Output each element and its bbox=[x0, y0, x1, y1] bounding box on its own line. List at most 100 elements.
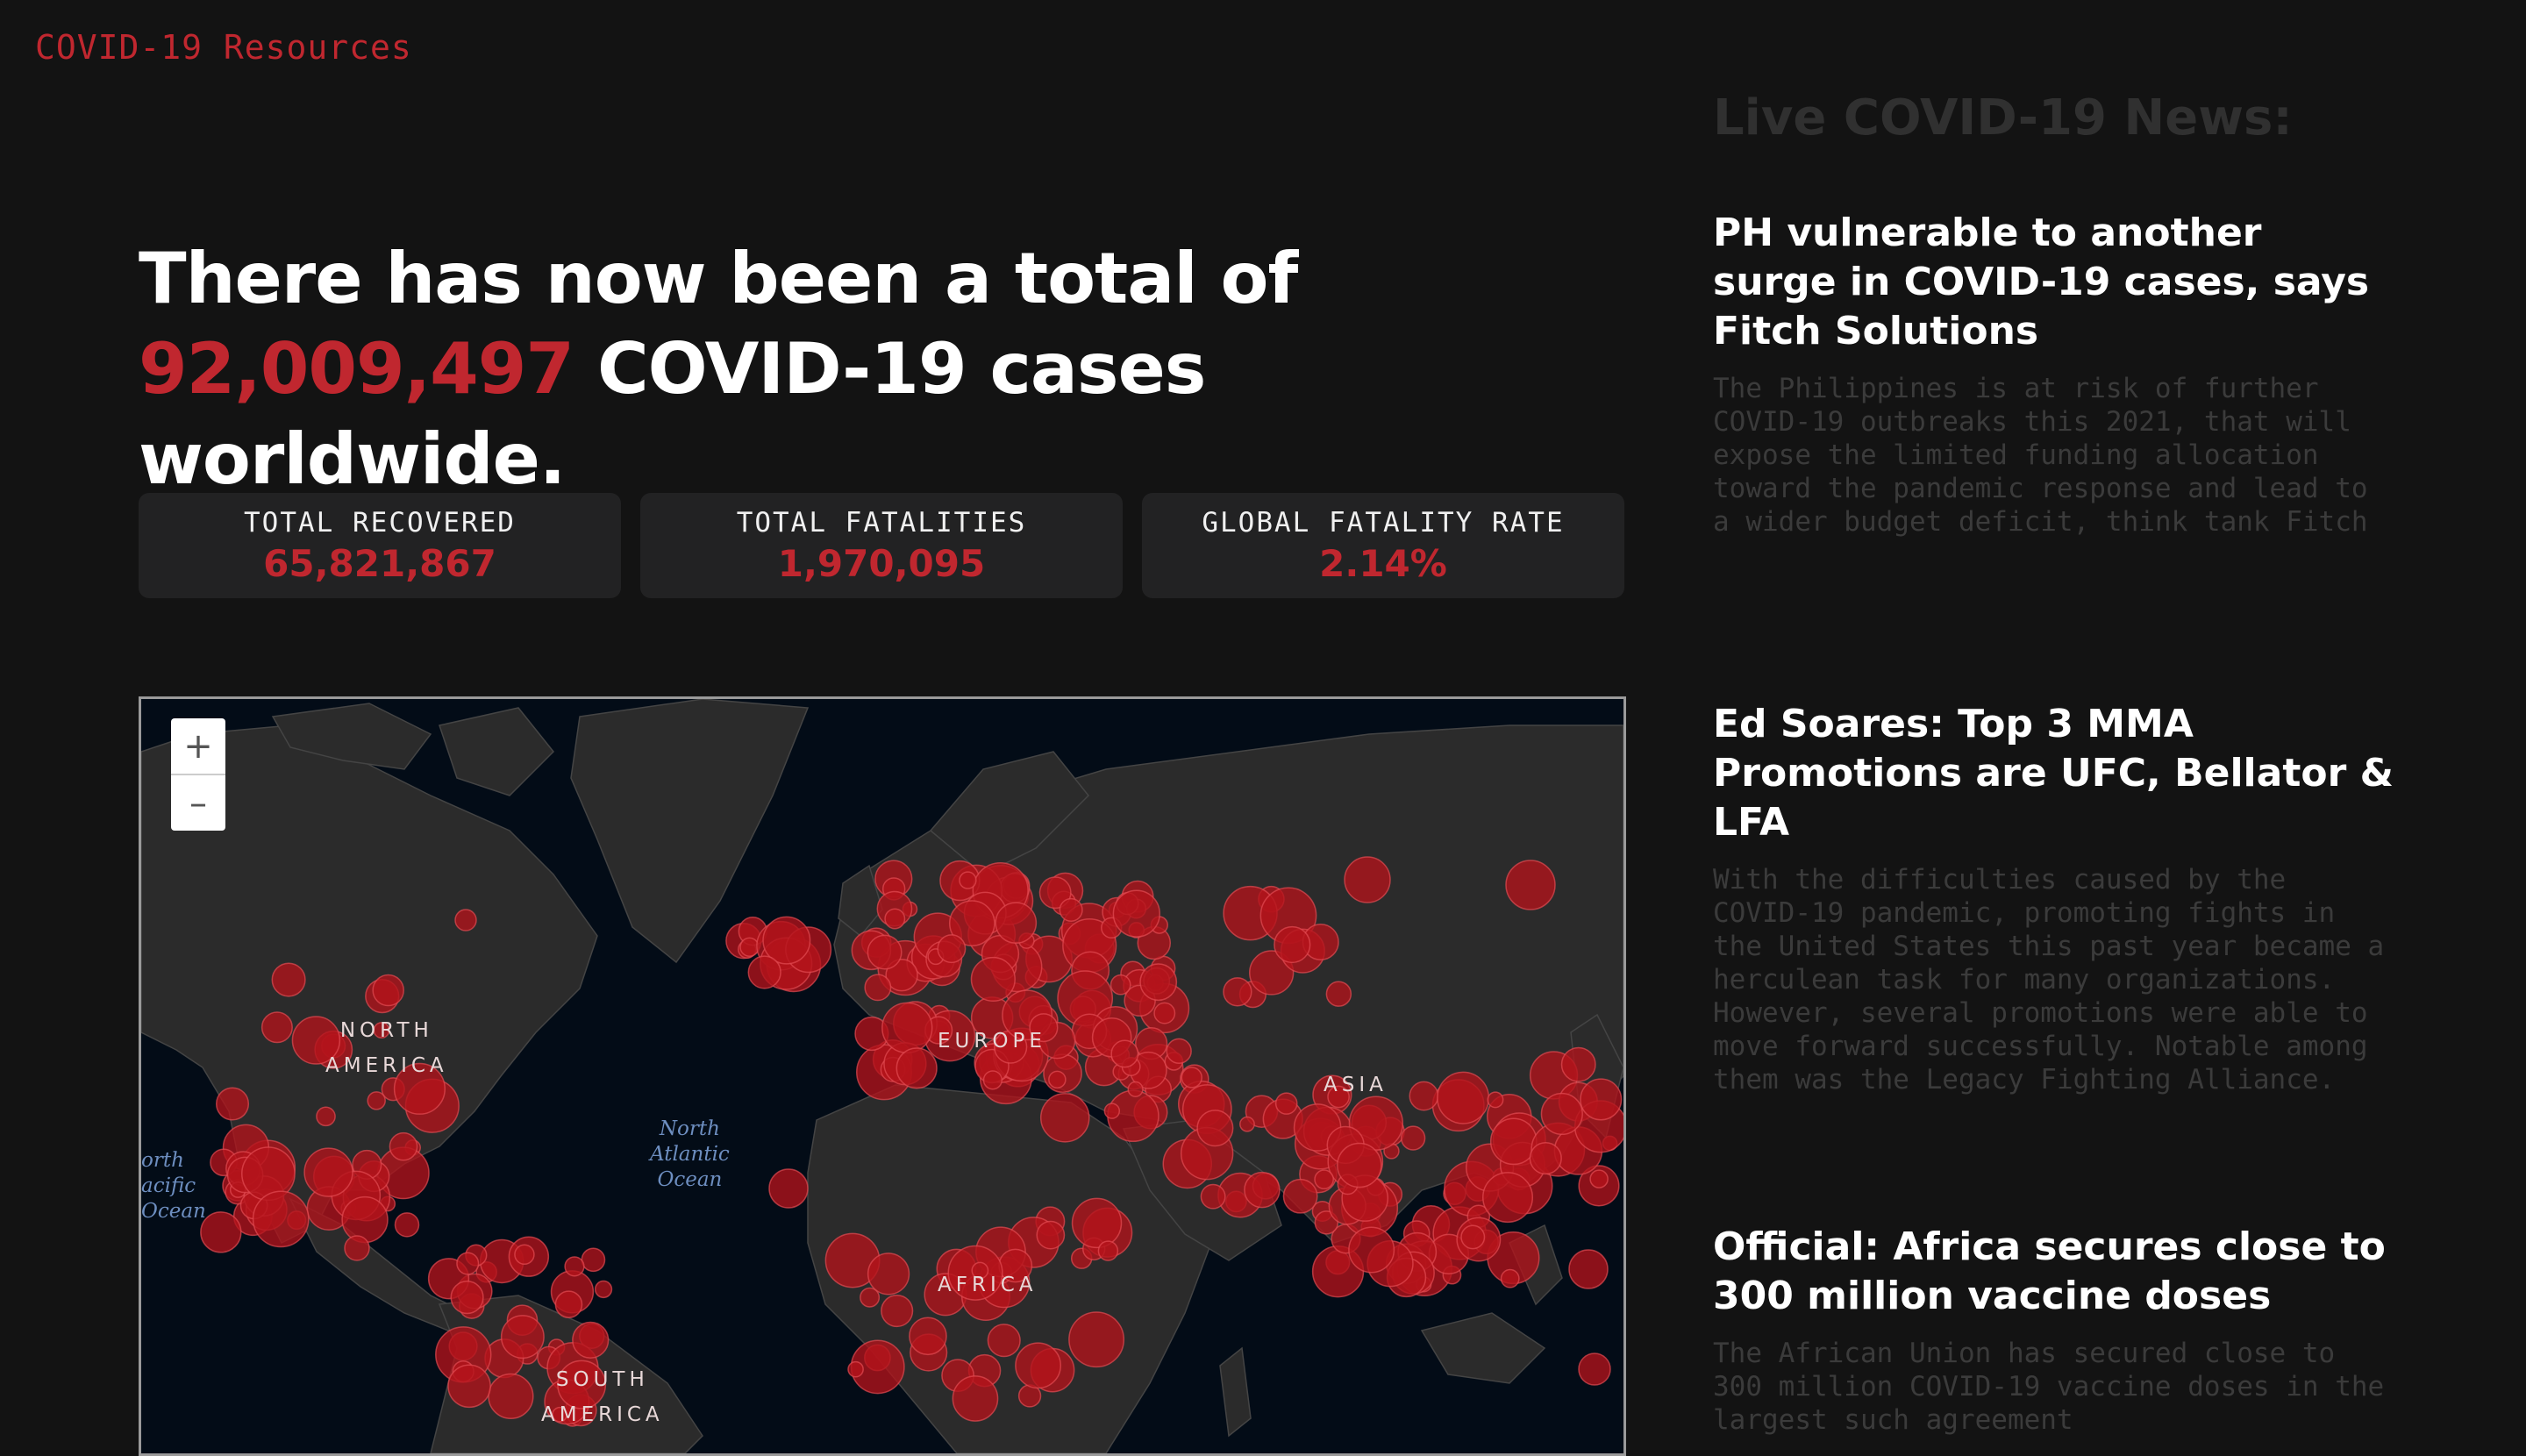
case-marker[interactable] bbox=[447, 1364, 491, 1409]
case-marker[interactable] bbox=[896, 1047, 938, 1089]
case-marker[interactable] bbox=[1568, 1249, 1609, 1289]
case-marker[interactable] bbox=[884, 908, 906, 930]
case-marker[interactable] bbox=[456, 1252, 480, 1275]
brand-link[interactable]: COVID-19 Resources bbox=[35, 28, 412, 67]
news-item[interactable]: Official: Africa secures close to 300 mi… bbox=[1713, 1223, 2397, 1437]
case-marker[interactable] bbox=[860, 1287, 881, 1308]
case-marker[interactable] bbox=[982, 1070, 1003, 1090]
case-marker[interactable] bbox=[1071, 1197, 1123, 1249]
case-marker[interactable] bbox=[1110, 1039, 1139, 1068]
case-marker[interactable] bbox=[881, 1002, 933, 1054]
case-marker[interactable] bbox=[260, 1011, 293, 1044]
case-marker[interactable] bbox=[344, 1235, 370, 1261]
case-marker[interactable] bbox=[1112, 889, 1160, 938]
case-marker[interactable] bbox=[552, 1406, 567, 1423]
case-marker[interactable] bbox=[1196, 1110, 1234, 1147]
case-marker[interactable] bbox=[1540, 1092, 1583, 1136]
case-marker[interactable] bbox=[1239, 1116, 1255, 1132]
case-marker[interactable] bbox=[554, 1290, 583, 1318]
case-marker[interactable] bbox=[864, 974, 892, 1002]
case-marker[interactable] bbox=[1344, 856, 1391, 903]
news-headline-link[interactable]: PH vulnerable to another surge in COVID-… bbox=[1713, 211, 2370, 353]
case-marker[interactable] bbox=[1103, 1103, 1121, 1119]
case-marker[interactable] bbox=[1487, 1091, 1504, 1109]
case-marker[interactable] bbox=[995, 902, 1038, 945]
case-marker[interactable] bbox=[762, 916, 811, 965]
news-item[interactable]: Ed Soares: Top 3 MMA Promotions are UFC,… bbox=[1713, 700, 2397, 1096]
case-marker[interactable] bbox=[1029, 1013, 1059, 1043]
case-marker[interactable] bbox=[215, 1087, 250, 1121]
case-marker[interactable] bbox=[1181, 1067, 1202, 1088]
case-marker[interactable] bbox=[572, 1321, 610, 1359]
case-marker[interactable] bbox=[500, 1315, 545, 1360]
case-marker[interactable] bbox=[768, 1168, 809, 1209]
case-marker[interactable] bbox=[948, 900, 995, 946]
case-marker[interactable] bbox=[881, 1294, 914, 1328]
case-marker[interactable] bbox=[1200, 1183, 1226, 1210]
case-marker[interactable] bbox=[1314, 1169, 1334, 1190]
case-marker[interactable] bbox=[316, 1106, 336, 1127]
case-marker[interactable] bbox=[1248, 950, 1295, 996]
case-marker[interactable] bbox=[1409, 1081, 1439, 1111]
case-marker[interactable] bbox=[1223, 977, 1252, 1007]
case-marker[interactable] bbox=[1578, 1353, 1611, 1386]
case-marker[interactable] bbox=[1274, 1092, 1298, 1115]
case-marker[interactable] bbox=[971, 1261, 989, 1280]
case-marker[interactable] bbox=[847, 1360, 864, 1378]
case-marker[interactable] bbox=[1244, 1171, 1281, 1209]
case-marker[interactable] bbox=[987, 1324, 1021, 1358]
case-marker[interactable] bbox=[1274, 925, 1311, 964]
zoom-out-button[interactable]: – bbox=[171, 774, 225, 831]
case-marker[interactable] bbox=[557, 1360, 607, 1410]
case-marker[interactable] bbox=[393, 1062, 446, 1115]
case-marker[interactable] bbox=[1589, 1169, 1609, 1188]
case-marker[interactable] bbox=[1048, 1070, 1067, 1089]
zoom-in-button[interactable]: + bbox=[171, 718, 225, 774]
case-marker[interactable] bbox=[1110, 974, 1131, 996]
case-marker[interactable] bbox=[488, 1373, 534, 1420]
case-marker[interactable] bbox=[1059, 897, 1083, 923]
case-marker[interactable] bbox=[1327, 1085, 1350, 1109]
case-marker[interactable] bbox=[291, 1016, 341, 1065]
world-map[interactable]: + – NORTH AMERICA EUROPE ASIA AFRICA SOU… bbox=[139, 696, 1626, 1456]
case-marker[interactable] bbox=[1337, 1142, 1382, 1188]
case-marker[interactable] bbox=[372, 974, 404, 1007]
case-marker[interactable] bbox=[341, 1195, 389, 1244]
map-canvas[interactable] bbox=[141, 699, 1623, 1453]
case-marker[interactable] bbox=[1529, 1141, 1562, 1175]
case-marker[interactable] bbox=[959, 871, 977, 889]
case-marker[interactable] bbox=[389, 1131, 418, 1161]
case-marker[interactable] bbox=[200, 1211, 242, 1253]
case-marker[interactable] bbox=[514, 1244, 535, 1266]
case-marker[interactable] bbox=[747, 955, 781, 989]
case-marker[interactable] bbox=[970, 956, 1016, 1003]
case-marker[interactable] bbox=[1400, 1125, 1426, 1151]
case-marker[interactable] bbox=[909, 1317, 947, 1356]
case-marker[interactable] bbox=[739, 937, 760, 958]
case-marker[interactable] bbox=[867, 934, 903, 970]
case-marker[interactable] bbox=[1153, 1002, 1176, 1024]
case-marker[interactable] bbox=[952, 1375, 999, 1422]
case-marker[interactable] bbox=[937, 934, 967, 964]
case-marker[interactable] bbox=[1348, 1096, 1404, 1151]
case-marker[interactable] bbox=[1325, 981, 1352, 1007]
case-marker[interactable] bbox=[1505, 860, 1556, 910]
case-marker[interactable] bbox=[1460, 1224, 1486, 1250]
case-marker[interactable] bbox=[394, 1212, 420, 1238]
case-marker[interactable] bbox=[1560, 1046, 1596, 1082]
case-marker[interactable] bbox=[1482, 1172, 1534, 1224]
case-marker[interactable] bbox=[1039, 1092, 1090, 1143]
case-marker[interactable] bbox=[367, 1091, 386, 1110]
case-marker[interactable] bbox=[373, 1022, 390, 1039]
case-marker[interactable] bbox=[1038, 876, 1072, 910]
news-item[interactable]: PH vulnerable to another surge in COVID-… bbox=[1713, 209, 2397, 539]
news-headline-link[interactable]: Official: Africa secures close to 300 mi… bbox=[1713, 1224, 2386, 1318]
case-marker[interactable] bbox=[581, 1247, 606, 1273]
case-marker[interactable] bbox=[867, 1253, 910, 1295]
news-headline-link[interactable]: Ed Soares: Top 3 MMA Promotions are UFC,… bbox=[1713, 702, 2394, 845]
case-marker[interactable] bbox=[1166, 1038, 1192, 1065]
case-marker[interactable] bbox=[1139, 963, 1178, 1002]
case-marker[interactable] bbox=[1282, 1178, 1318, 1214]
case-marker[interactable] bbox=[564, 1256, 585, 1277]
case-marker[interactable] bbox=[252, 1190, 310, 1248]
